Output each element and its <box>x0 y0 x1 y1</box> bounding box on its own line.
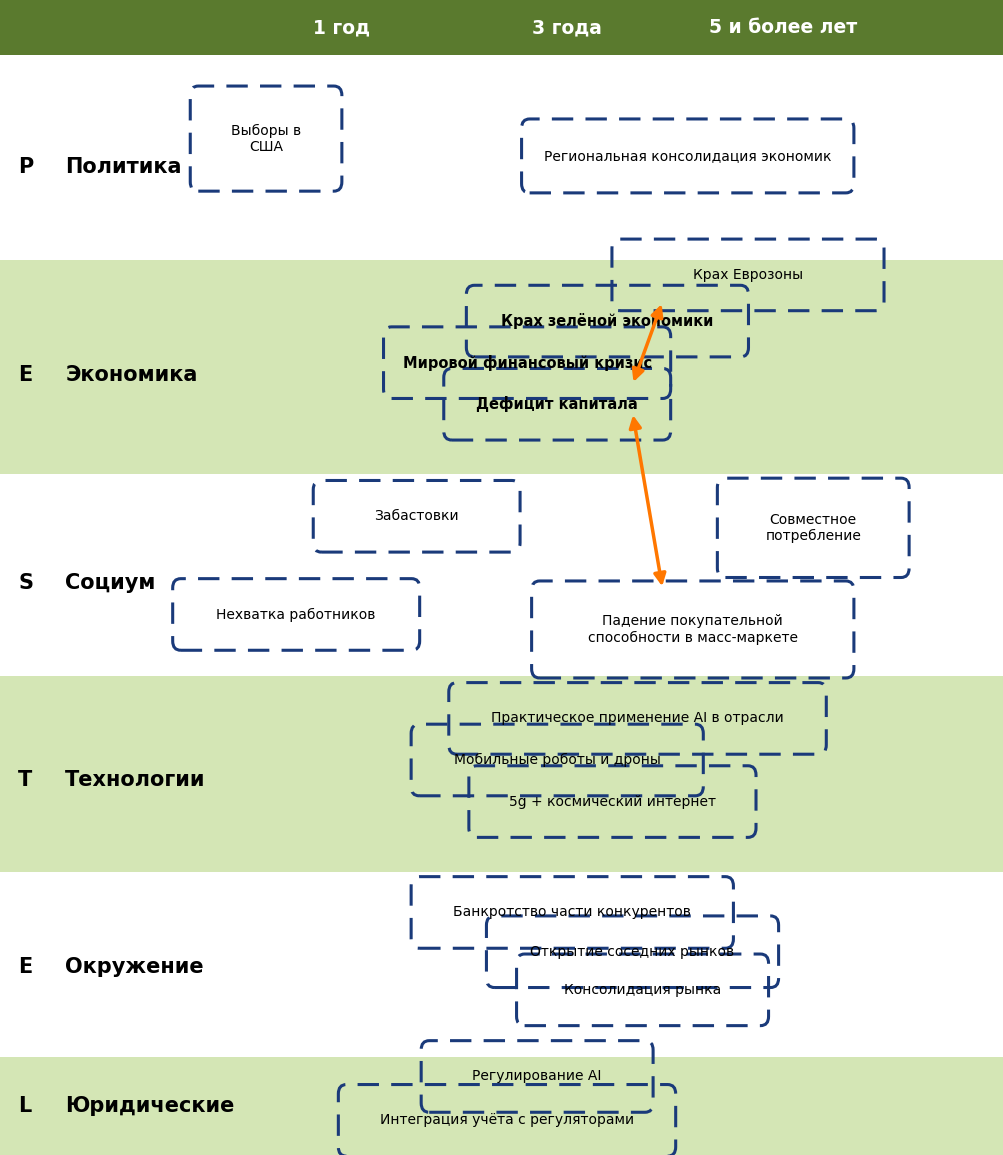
Text: Выборы в
США: Выборы в США <box>231 124 301 154</box>
Text: Падение покупательной
способности в масс-маркете: Падение покупательной способности в масс… <box>587 614 797 644</box>
Text: S: S <box>18 573 33 594</box>
Text: Экономика: Экономика <box>65 365 198 386</box>
Text: P: P <box>18 157 33 178</box>
Text: 3 года: 3 года <box>532 18 602 37</box>
Text: 1 год: 1 год <box>313 18 369 37</box>
Text: Крах зелёной экономики: Крах зелёной экономики <box>500 313 713 329</box>
Bar <box>0 872 1003 1057</box>
Text: Нехватка работников: Нехватка работников <box>217 608 375 621</box>
Text: Окружение: Окружение <box>65 956 204 977</box>
Bar <box>0 260 1003 474</box>
Bar <box>0 0 1003 55</box>
Text: Юридические: Юридические <box>65 1096 235 1117</box>
Text: Мобильные роботы и дроны: Мобильные роботы и дроны <box>453 753 660 767</box>
Text: Банкротство части конкурентов: Банкротство части конкурентов <box>453 906 690 919</box>
Text: Открытие соседних рынков: Открытие соседних рынков <box>530 945 734 959</box>
Text: Забастовки: Забастовки <box>374 509 458 523</box>
Text: Технологии: Технологии <box>65 769 206 790</box>
Text: Регулирование AI: Регулирование AI <box>472 1070 601 1083</box>
Bar <box>0 676 1003 872</box>
Bar <box>0 474 1003 676</box>
Text: T: T <box>18 769 32 790</box>
Text: Политика: Политика <box>65 157 182 178</box>
Text: Крах Еврозоны: Крах Еврозоны <box>692 268 802 282</box>
Text: E: E <box>18 365 32 386</box>
Text: Консолидация рынка: Консолидация рынка <box>564 983 720 997</box>
Text: Практическое применение AI в отрасли: Практическое применение AI в отрасли <box>490 711 783 725</box>
Bar <box>0 55 1003 260</box>
Bar <box>0 1057 1003 1155</box>
Text: Интеграция учёта с регуляторами: Интеграция учёта с регуляторами <box>379 1113 634 1127</box>
Text: L: L <box>18 1096 31 1117</box>
Text: Социум: Социум <box>65 573 155 594</box>
Text: 5g + космический интернет: 5g + космический интернет <box>509 795 715 808</box>
Text: Мировой финансовый кризис: Мировой финансовый кризис <box>402 355 651 371</box>
Text: 5 и более лет: 5 и более лет <box>708 18 857 37</box>
Text: E: E <box>18 956 32 977</box>
Text: Дефицит капитала: Дефицит капитала <box>475 396 638 412</box>
Text: Совместное
потребление: Совместное потребление <box>764 513 861 543</box>
Text: Региональная консолидация экономик: Региональная консолидация экономик <box>544 149 830 163</box>
